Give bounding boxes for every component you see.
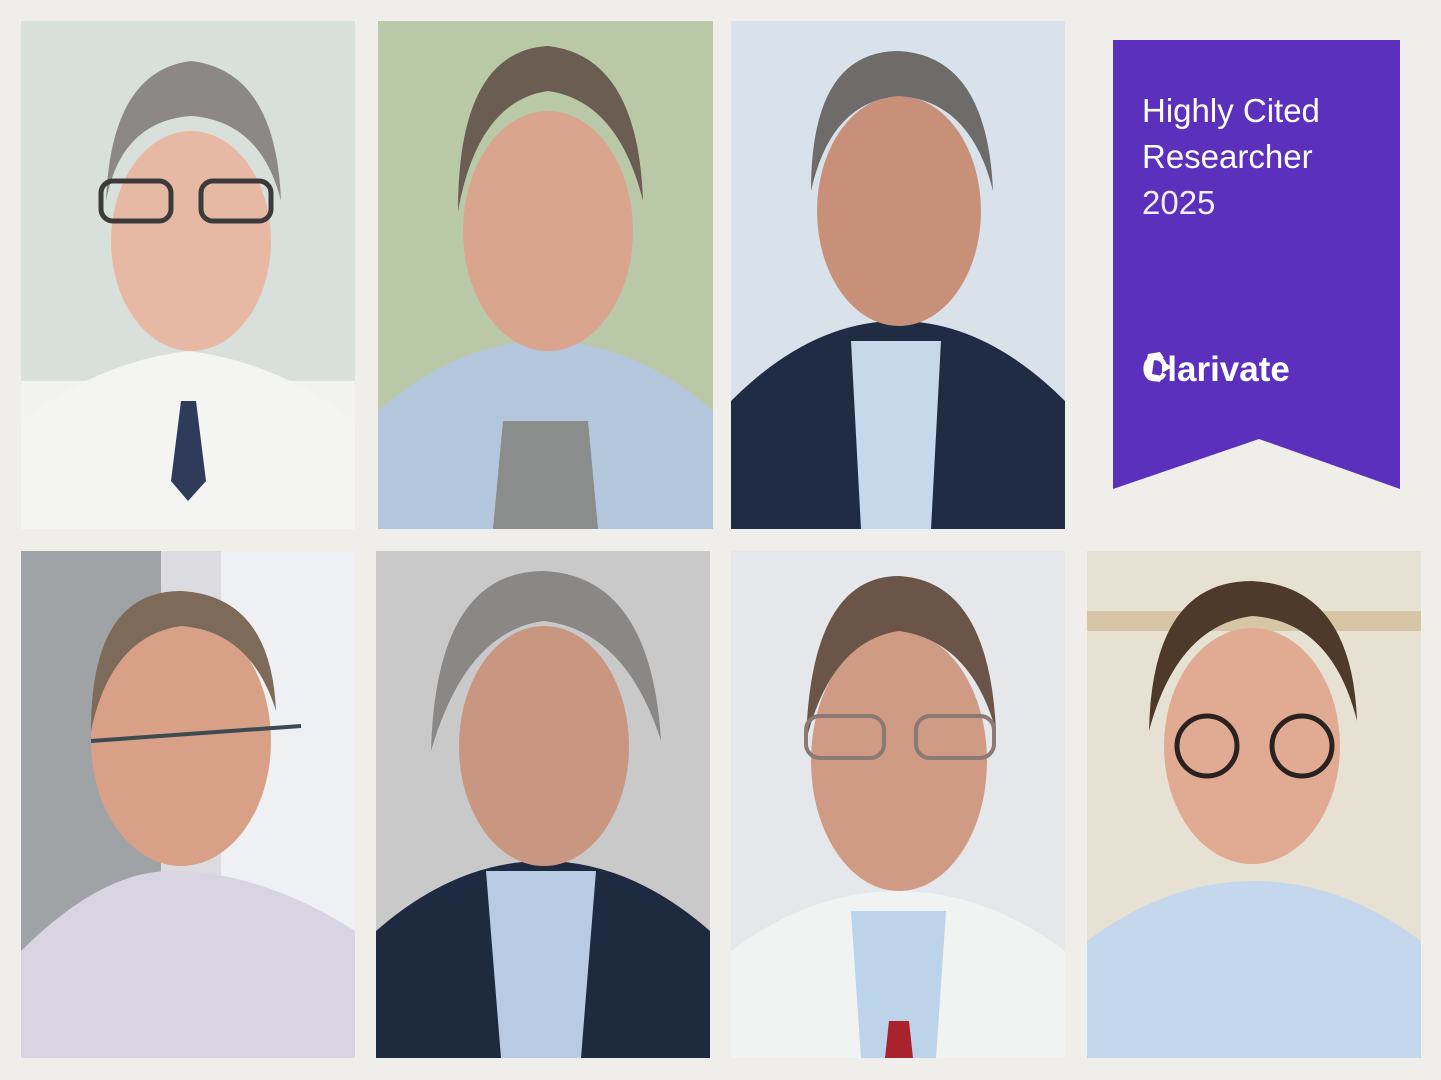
portrait-photo [21,21,355,529]
portrait-photo [21,551,355,1058]
portrait-photo [376,551,710,1058]
highly-cited-researcher-badge: Highly Cited Researcher 2025 Clarivate [1113,40,1400,489]
portrait-photo [731,21,1065,529]
clarivate-logo: Clarivate [1142,350,1290,390]
portrait-photo [1087,551,1421,1058]
ribbon-shape [1113,40,1400,489]
badge-year: 2025 [1142,184,1216,221]
portrait-photo [378,21,713,529]
badge-title-line2: Researcher [1142,138,1313,175]
portrait-photo [731,551,1065,1058]
badge-title-line1: Highly Cited [1142,92,1320,129]
clarivate-logo-icon [1145,352,1172,382]
